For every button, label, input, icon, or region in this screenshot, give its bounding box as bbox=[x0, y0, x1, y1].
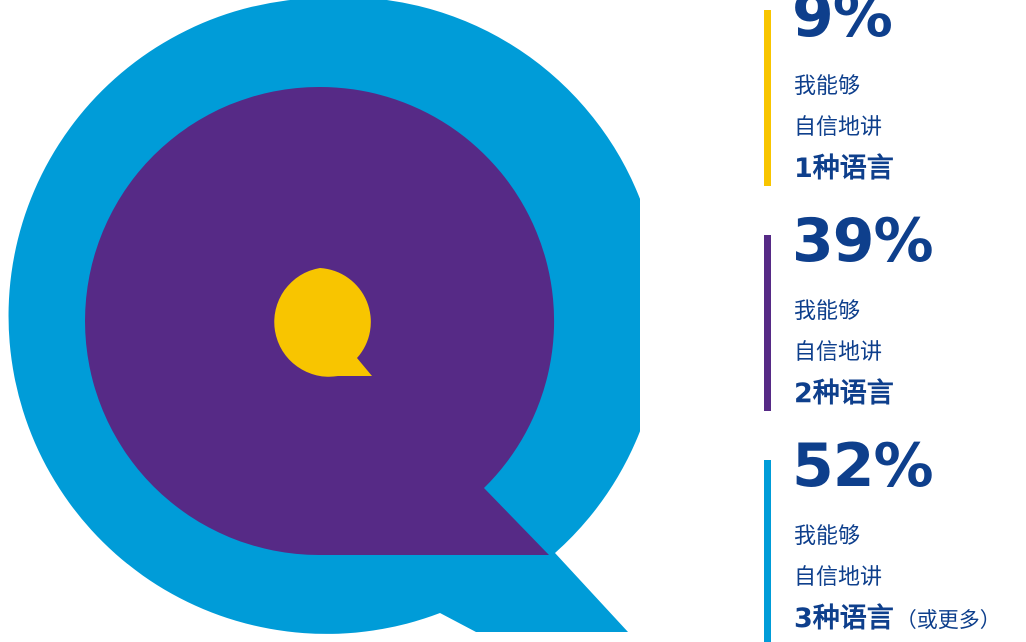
stat-language-count: 3种语言 bbox=[794, 603, 894, 634]
stat-percent: 52% bbox=[792, 436, 933, 496]
stat-line2: 自信地讲 bbox=[794, 334, 882, 366]
stat-line3: 3种语言（或更多） bbox=[794, 596, 1001, 635]
stat-line1: 我能够 bbox=[794, 518, 860, 550]
stat-language-count: 1种语言 bbox=[794, 153, 894, 184]
stat-language-count: 2种语言 bbox=[794, 378, 894, 409]
stat-line2: 自信地讲 bbox=[794, 559, 882, 591]
speech-bubble-graphic bbox=[0, 0, 640, 642]
stat-line1: 我能够 bbox=[794, 68, 860, 100]
stat-line3: 2种语言 bbox=[794, 371, 894, 410]
stat-line2: 自信地讲 bbox=[794, 109, 882, 141]
stat-percent: 9% bbox=[792, 0, 892, 46]
stat-suffix: （或更多） bbox=[896, 608, 1001, 632]
stat-percent: 39% bbox=[792, 211, 933, 271]
stat-bar-blue bbox=[764, 460, 771, 642]
stat-line1: 我能够 bbox=[794, 293, 860, 325]
stat-bar-yellow bbox=[764, 10, 771, 186]
stat-line3: 1种语言 bbox=[794, 146, 894, 185]
stat-bar-purple bbox=[764, 235, 771, 411]
